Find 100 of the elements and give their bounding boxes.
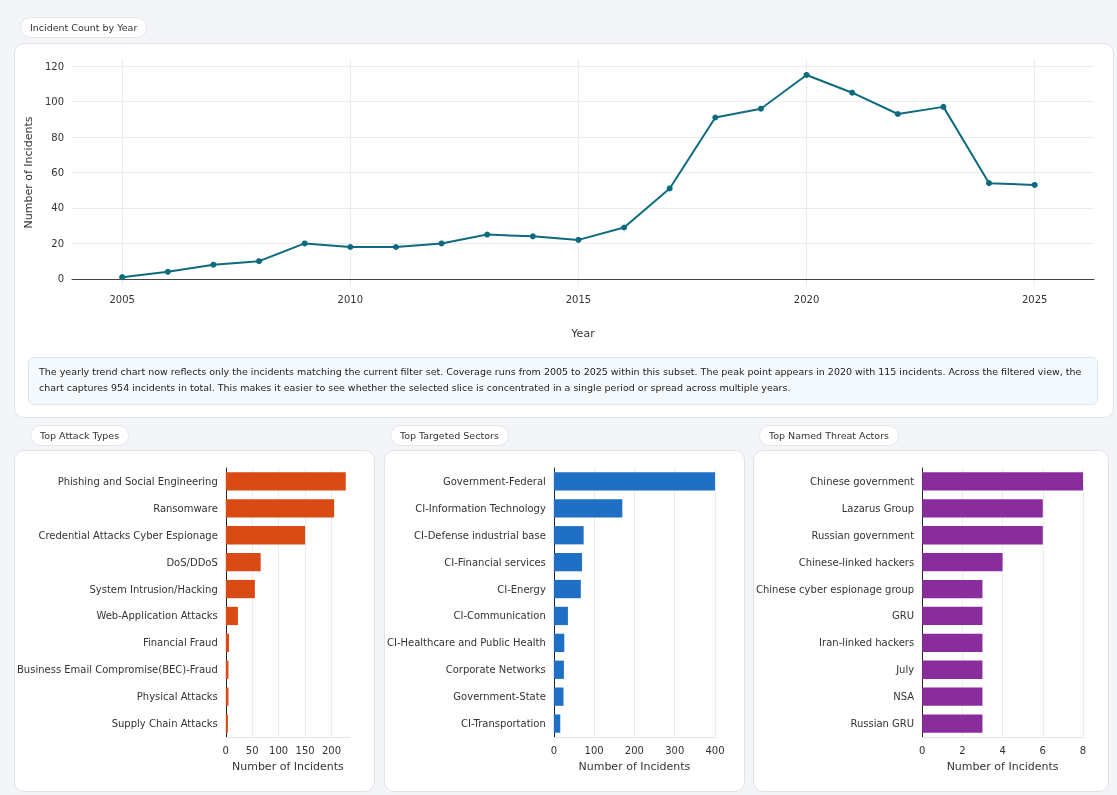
x-tick-label: 2025 [1021,293,1048,305]
point [803,71,810,78]
y-tick-label: Chinese government [810,475,915,487]
x-tick-label: 2020 [793,293,820,305]
y-tick-label: Chinese cyber espionage group [755,583,915,595]
bar [553,687,564,706]
x-tick-label: 4 [999,744,1006,756]
bar [553,526,584,545]
y-tick-label: Ransomware [153,502,218,514]
bar [553,606,568,626]
bar [225,579,255,599]
x-tick-label: 200 [321,744,342,756]
point [210,261,217,268]
x-tick-label: 2010 [337,293,364,305]
bar [922,553,1003,572]
point [484,231,491,238]
text: Top Attack Types [30,425,130,446]
y-tick-label: 120 [44,60,64,72]
point [986,180,993,187]
bar [922,660,983,679]
bar [553,660,564,679]
x-tick-label: 2 [959,744,966,756]
y-tick-label: Financial Fraud [142,637,218,649]
y-tick-label: CI-Transportation [460,718,546,730]
bar [225,499,335,518]
bar [922,526,1043,545]
y-tick-label: Physical Attacks [136,691,218,703]
x-axis-title: Year [570,327,596,340]
y-tick-label: July [895,664,915,676]
y-tick-label: 80 [51,131,64,143]
text: Top Named Threat Actors [759,425,900,446]
y-tick-label: GRU [892,610,915,622]
bar [922,579,983,599]
point [119,274,126,281]
y-tick-label: Chinese-linked hackers [798,556,915,568]
y-axis-title: Number of Incidents [22,116,36,229]
y-tick-label: 40 [51,202,64,214]
y-tick-label: CI-Financial services [444,556,546,568]
y-tick-label: Supply Chain Attacks [111,718,218,730]
point [164,268,171,275]
x-tick-label: 6 [1039,744,1046,756]
point [438,240,445,247]
bar [922,687,983,706]
y-tick-label: Russian government [811,529,915,541]
bar [225,633,229,652]
point [347,243,354,250]
x-tick-label: 0 [550,744,558,756]
y-tick-label: Web-Application Attacks [96,610,218,622]
x-tick-label: 400 [705,744,725,756]
y-tick-label: Government-Federal [442,475,546,487]
bar [553,633,565,652]
bar [553,472,715,491]
bar [922,714,983,733]
bar [225,606,238,626]
x-axis-title: Number of Incidents [946,760,1059,773]
x-tick-label: 2015 [565,293,592,305]
y-tick-label: 0 [57,273,64,285]
point [894,110,901,117]
y-tick-label: CI-Healthcare and Public Health [387,637,546,649]
y-tick-label: 100 [44,96,64,108]
x-axis-title: Number of Incidents [231,760,345,773]
y-tick-label: CI-Information Technology [415,502,546,514]
x-axis-title: Number of Incidents [578,760,691,773]
point [621,224,628,231]
x-tick-label: 300 [665,744,685,756]
bar [225,714,228,733]
point [757,105,764,112]
point [392,243,399,250]
bar [922,633,983,652]
y-tick-label: System Intrusion/Hacking [89,583,218,595]
text: The yearly trend chart now reflects only the incidents matching the current filter set. Coverage runs from 2005 to 2025 within this subset. The peak point appears in 2020 with 115 incidents. Across the filtered view, the chart captures 954 incidents in total. This makes it easier to see whether the selected slice is concentrated in a single period or spread across multiple years. [28,357,1098,405]
y-tick-label: Credential Attacks Cyber Espionage [38,529,218,541]
bar [553,714,561,733]
point [575,236,582,243]
bar [922,499,1043,518]
x-tick-label: 100 [269,744,289,756]
y-tick-label: Russian GRU [850,718,915,730]
bar [922,606,983,626]
x-tick-label: 150 [295,744,315,756]
y-tick-label: Iran-linked hackers [819,637,915,649]
point [529,233,536,240]
y-tick-label: Lazarus Group [841,502,915,514]
y-tick-label: CI-Communication [453,610,546,622]
point [849,89,856,96]
point [301,240,308,247]
x-tick-label: 50 [245,744,259,756]
text: Top Targeted Sectors [390,425,509,446]
x-tick-label: 200 [624,744,644,756]
bar [553,499,623,518]
point [256,258,263,265]
bar [225,526,306,545]
y-tick-label: DoS/DDoS [166,556,218,568]
x-tick-label: 0 [918,744,926,756]
y-tick-label: Business Email Compromise(BEC)-Fraud [16,664,218,676]
x-tick-label: 0 [222,744,229,756]
y-tick-label: CI-Defense industrial base [414,529,546,541]
point [940,103,947,110]
y-tick-label: Government-State [453,691,546,703]
y-tick-label: 20 [51,237,64,249]
bar [225,472,346,491]
